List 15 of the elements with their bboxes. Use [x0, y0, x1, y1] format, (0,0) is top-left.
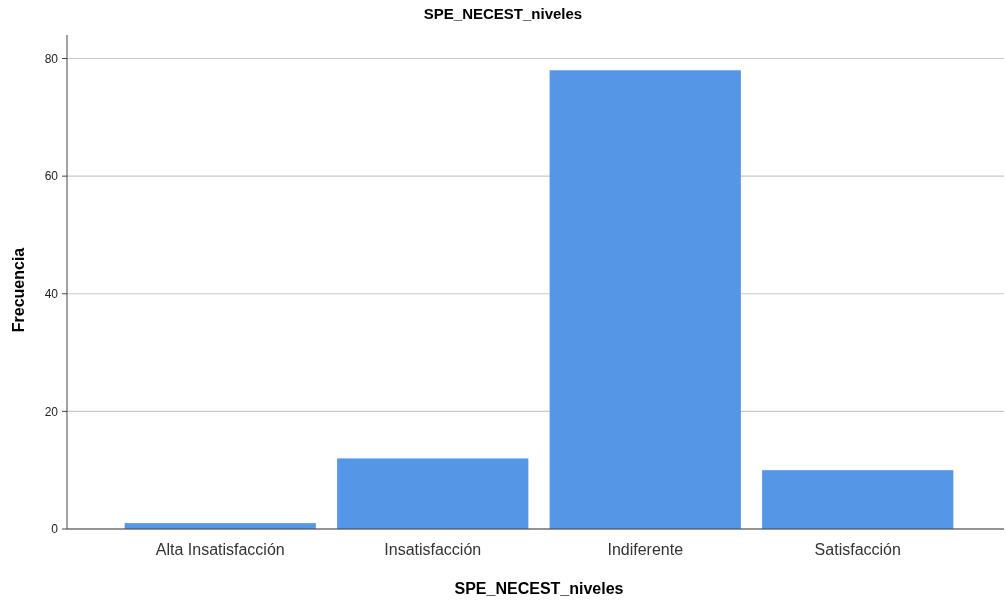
y-tick-label: 60 — [44, 169, 59, 184]
y-tick-label: 80 — [44, 51, 59, 66]
x-tick-label: Satisfacción — [814, 541, 901, 558]
bar — [762, 470, 954, 529]
y-tick-label: 0 — [51, 522, 59, 537]
chart-title: SPE_NECEST_niveles — [423, 5, 583, 22]
y-tick-label: 20 — [44, 404, 59, 419]
x-tick-label: Alta Insatisfacción — [155, 541, 285, 558]
x-axis-title: SPE_NECEST_niveles — [454, 580, 624, 597]
y-axis-title: Frecuencia — [10, 247, 27, 333]
bar — [549, 70, 741, 529]
bar — [337, 458, 529, 529]
x-tick-label: Indiferente — [607, 541, 684, 558]
y-tick-label: 40 — [44, 286, 59, 301]
x-tick-label: Insatisfacción — [384, 541, 482, 558]
